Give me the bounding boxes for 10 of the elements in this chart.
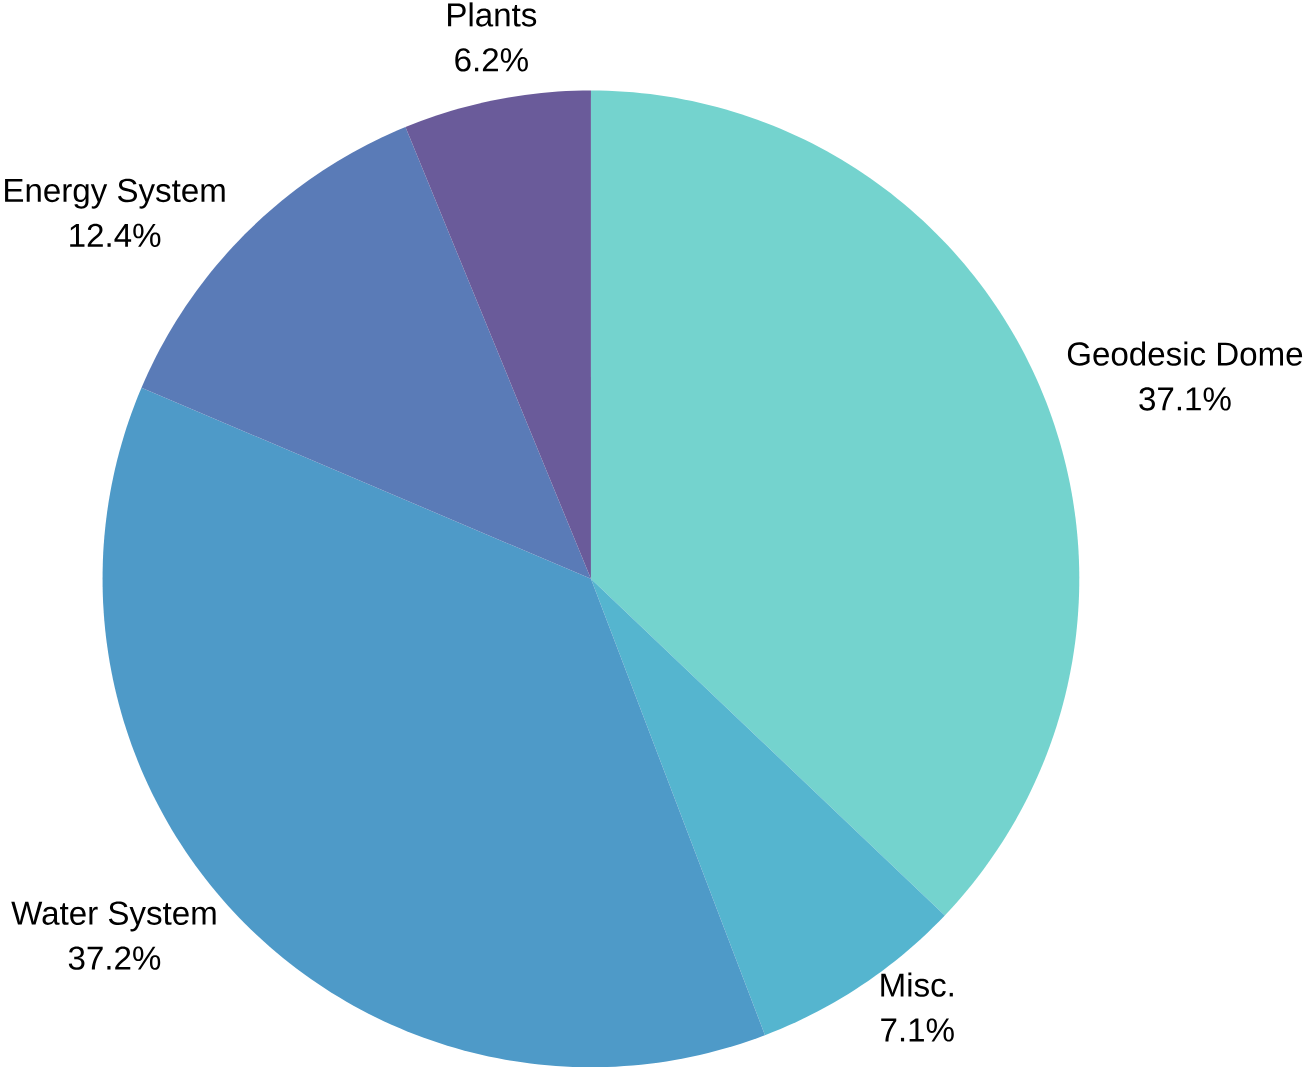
data-label: 12.4%: [70, 223, 161, 247]
slice-label: Energy System: [5, 178, 225, 209]
slice-label: Misc.: [881, 972, 953, 997]
data-label: 7.1%: [881, 1018, 954, 1042]
slice-label: Geodesic Dome: [1067, 341, 1303, 366]
data-label: 37.2%: [68, 946, 161, 970]
slice-label: Water System: [11, 901, 216, 932]
data-label: 6.2%: [455, 48, 528, 72]
slice-label: Plants: [448, 2, 537, 27]
data-label: 37.1%: [1139, 387, 1231, 411]
